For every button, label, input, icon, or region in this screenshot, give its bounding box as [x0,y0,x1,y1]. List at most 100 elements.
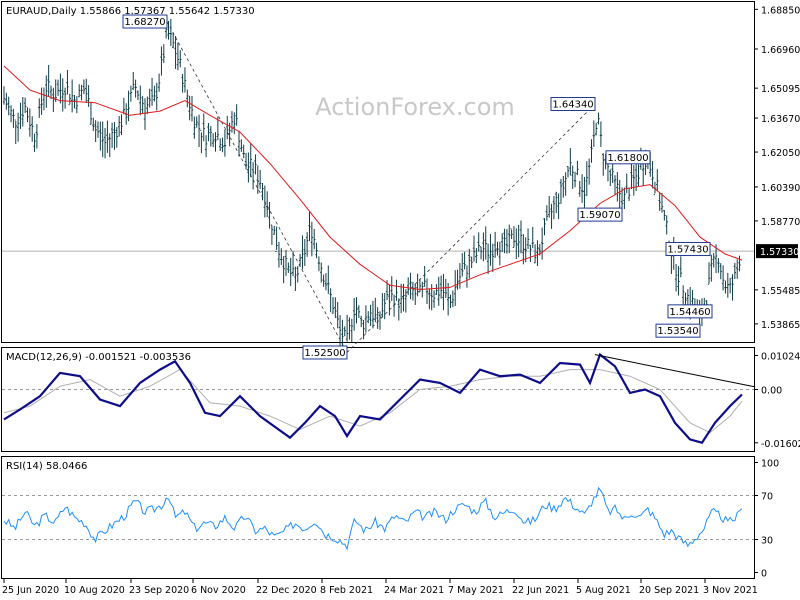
price-bar [510,228,513,239]
rsi-series-layer [2,486,754,551]
price-bar [719,263,722,280]
price-bar [663,210,666,221]
price-bar [68,93,71,106]
price-bar [458,263,462,289]
price-bar [188,95,191,121]
price-y-tick-label: 1.62050 [761,148,800,159]
price-bar [540,227,544,260]
price-bar [517,224,520,258]
price-bar [287,262,290,273]
price-bar [190,96,194,122]
price-bar [244,152,248,170]
x-tick-label: 25 Jun 2020 [2,585,59,596]
price-bar [435,284,438,296]
price-bar [437,276,440,306]
price-bar [736,259,739,279]
price-bar [733,262,737,280]
price-bar [305,232,309,257]
price-bar [587,158,591,185]
price-bar [193,116,196,139]
price-bar [251,162,255,190]
price-bar [352,298,356,331]
price-bar [451,290,455,307]
price-bar [174,35,177,69]
price-bar [117,116,121,137]
price-bar [512,226,516,248]
x-tick-label: 6 Nov 2020 [191,585,246,596]
price-bar [270,224,274,245]
price-bar [505,229,509,254]
price-bar [99,121,102,151]
price-bar [578,180,581,197]
annotation-box [655,323,701,338]
price-bar [106,120,109,153]
price-bar [110,122,114,148]
price-bar [686,289,690,307]
annotation-label: 1.59070 [579,210,620,221]
price-bar [592,120,596,147]
price-bar [56,79,60,96]
price-bar [360,315,363,328]
price-annotation: 1.53540 [655,323,701,338]
price-bar [291,251,295,277]
price-bar [47,65,50,98]
price-bar [392,294,396,317]
price-bar [595,122,598,136]
price-bar [134,79,137,98]
price-bar [491,243,494,272]
price-bar [334,297,337,319]
price-bar [129,85,133,102]
x-tick-label: 5 Aug 2021 [576,585,631,596]
annotation-label: 1.54460 [669,307,710,318]
price-bar [308,211,311,242]
price-bar [573,171,577,188]
price-bar [599,121,603,147]
annotation-label: 1.68270 [124,17,165,28]
price-bar [254,154,257,175]
price-bar [266,191,269,218]
price-bar [416,273,419,297]
price-bar [484,226,487,260]
price-bar [7,96,10,116]
price-bar [475,248,478,264]
price-bar [656,169,659,191]
price-bar [409,272,412,300]
price-bar [226,115,229,140]
price-bar [731,274,734,301]
price-bar [559,178,563,204]
price-annotation: 1.68270 [122,14,168,29]
price-bar [630,161,633,190]
annotation-label: 1.57430 [667,245,708,256]
price-bar [454,270,457,307]
price-bar [355,297,358,324]
price-bar [376,307,379,329]
price-bar [317,256,321,272]
price-bar [150,77,154,106]
x-tick-label: 22 Jun 2021 [512,585,569,596]
price-bar [249,143,252,178]
price-bar [651,160,654,189]
price-bar [613,175,617,196]
price-bar [310,221,314,257]
price-bar [374,297,377,323]
price-bar [240,139,243,152]
price-bar [632,165,635,196]
price-bar [498,241,502,266]
price-bar [343,326,346,337]
price-bar [63,87,67,109]
price-bar [721,265,725,291]
price-bars [2,16,741,352]
price-bar [618,179,621,210]
rsi-panel-frame [1,456,755,579]
price-bar [327,265,330,294]
price-bar [378,311,382,330]
price-bar [219,138,222,151]
price-bar [536,240,539,267]
price-bar [186,89,189,108]
price-bar [258,169,262,189]
price-bar [463,251,466,270]
price-bar [14,119,17,144]
price-bar [456,269,459,290]
price-bar [329,288,332,313]
